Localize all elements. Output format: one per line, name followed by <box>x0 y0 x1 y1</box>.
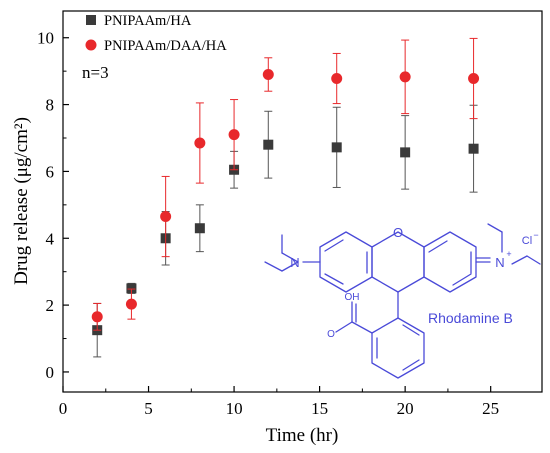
data-point-circle <box>228 129 240 141</box>
xanthene-right-ring <box>423 231 477 293</box>
legend-swatch-square <box>86 15 96 25</box>
y-tick-label: 10 <box>37 29 54 48</box>
atom-label-acid-o: O <box>327 329 335 340</box>
y-axis: 0 2 4 6 8 10 <box>37 29 69 382</box>
y-tick-label: 4 <box>46 229 55 248</box>
legend-swatch-circle <box>85 39 97 51</box>
x-tick-label: 5 <box>144 399 153 418</box>
data-point-circle <box>262 69 274 80</box>
data-point-square <box>400 147 411 158</box>
molecule-name-label: Rhodamine B <box>428 310 513 326</box>
x-tick-label: 25 <box>482 399 499 418</box>
x-axis-label: Time (hr) <box>266 425 339 446</box>
atom-label-n-right-charge: + <box>506 249 511 259</box>
atom-label-n-right: N <box>495 255 504 270</box>
atom-label-o-ring: O <box>393 225 403 240</box>
x-tick-label: 20 <box>397 399 414 418</box>
atom-label-acid-oh: OH <box>345 292 360 303</box>
x-axis: 0 5 10 15 20 25 <box>59 386 499 418</box>
y-tick-label: 0 <box>46 363 55 382</box>
atom-label-counterion-charge: − <box>533 230 538 240</box>
x-tick-label: 0 <box>59 399 68 418</box>
data-point-square <box>263 139 274 150</box>
y-tick-label: 6 <box>46 162 55 181</box>
x-tick-label: 10 <box>226 399 243 418</box>
data-point-circle <box>160 211 172 223</box>
sample-size-annotation: n=3 <box>82 63 109 82</box>
data-point-square <box>126 283 137 294</box>
data-point-circle <box>399 71 411 83</box>
y-tick-label: 2 <box>46 296 55 315</box>
y-axis-label: Drug release (μg/cm²) <box>11 117 32 285</box>
data-point-circle <box>468 73 480 85</box>
rhodamine-b-structure <box>264 223 541 379</box>
legend-label-series-2: PNIPAAm/DAA/HA <box>104 38 227 54</box>
data-point-square <box>468 143 479 154</box>
data-point-circle <box>331 73 343 85</box>
y-tick-label: 8 <box>46 96 55 115</box>
legend-label-series-1: PNIPAAm/HA <box>104 13 192 29</box>
legend: PNIPAAm/HA PNIPAAm/DAA/HA <box>85 13 227 54</box>
atom-label-counterion: Cl <box>522 235 532 247</box>
data-point-circle <box>125 298 137 310</box>
series-2 <box>91 37 480 331</box>
atom-label-n-left: N <box>290 255 299 270</box>
data-point-square <box>194 223 205 234</box>
data-point-circle <box>91 311 103 323</box>
data-point-circle <box>194 137 206 149</box>
series-layer <box>91 37 480 358</box>
plot-frame <box>62 10 543 393</box>
data-point-square <box>331 142 342 153</box>
x-tick-label: 15 <box>311 399 328 418</box>
